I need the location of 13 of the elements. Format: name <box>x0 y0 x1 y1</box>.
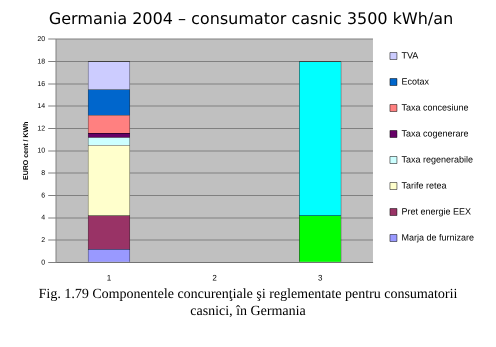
legend-label: Pret energie EEX <box>401 206 472 216</box>
legend-label: Taxa regenerabile <box>401 154 474 164</box>
chart-title: Germania 2004 – consumator casnic 3500 kWh/an <box>48 8 454 28</box>
x-tick-label: 2 <box>212 273 218 282</box>
legend-label: Taxa cogenerare <box>401 128 469 138</box>
legend-label: Taxa concesiune <box>401 102 469 112</box>
legend-label: Tarife retea <box>401 180 446 190</box>
legend-label: TVA <box>401 50 418 60</box>
legend-label: Ecotax <box>401 76 430 86</box>
x-tick-label: 1 <box>106 273 112 282</box>
caption: Fig. 1.79 Componentele concurenţiale şi reglementate pentru consumatorii casnici, în Germania <box>38 286 458 320</box>
legend-label: Marja de furnizare <box>401 232 474 242</box>
x-tick-label: 3 <box>318 273 323 282</box>
